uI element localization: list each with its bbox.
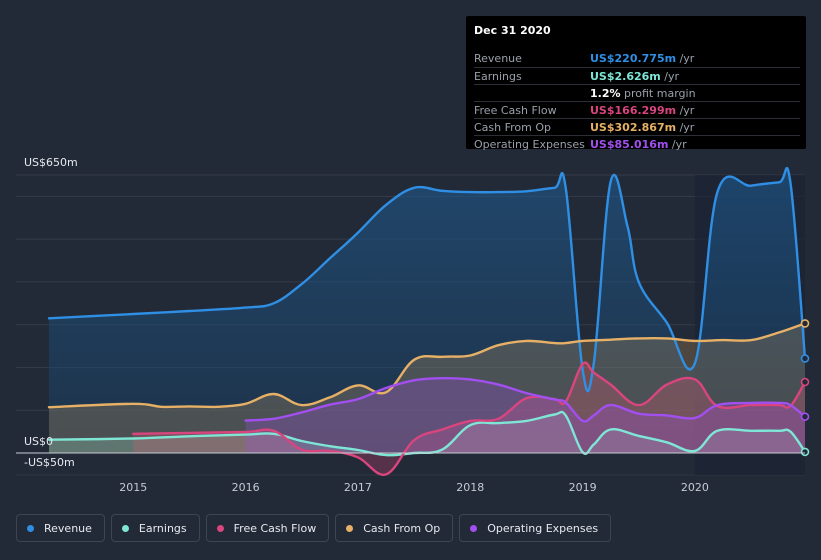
tooltip-date: Dec 31 2020 [474, 24, 551, 37]
endpoint-operating-expenses [800, 412, 810, 421]
tooltip-row-value: US$166.299m /yr [590, 104, 695, 117]
x-tick-label: 2019 [569, 481, 597, 494]
series-areas [49, 168, 806, 475]
series-endpoints [800, 319, 810, 457]
tooltip-row-value: US$302.867m /yr [590, 121, 695, 134]
x-tick-label: 2017 [344, 481, 372, 494]
legend-dot-icon [216, 524, 224, 532]
tooltip-row-value: US$220.775m /yr [590, 52, 695, 65]
chart-legend: Revenue Earnings Free Cash Flow Cash From O… [16, 514, 612, 542]
legend-dot-icon [121, 524, 129, 532]
legend-label: Operating Expenses [487, 521, 599, 535]
legend-label: Cash From Op [363, 521, 441, 535]
legend-label: Revenue [44, 521, 92, 535]
legend-dot-icon [346, 524, 354, 532]
legend-dot-icon [27, 524, 34, 532]
tooltip-row-name: Operating Expenses [474, 138, 585, 151]
y-axis-zero-label: US$0 [24, 435, 53, 448]
legend-item-cash-from-op[interactable]: Cash From Op [335, 514, 454, 542]
legend-dot-icon [470, 524, 478, 532]
line-operating-expenses[interactable] [244, 376, 807, 423]
x-axis-ticks: 2015 2016 2017 2018 2019 2020 [119, 481, 709, 494]
legend-item-free-cash-flow[interactable]: Free Cash Flow [205, 514, 330, 542]
line-earnings[interactable] [47, 410, 807, 457]
data-tooltip: Dec 31 2020 Revenue US$220.775m /yr Earnin… [466, 16, 806, 151]
tooltip-row-name: Revenue [474, 52, 522, 65]
x-tick-label: 2015 [119, 481, 147, 494]
endpoint-earnings [800, 447, 810, 457]
area-revenue [49, 168, 805, 453]
legend-label: Free Cash Flow [233, 521, 317, 535]
series-lines [47, 166, 807, 476]
x-tick-label: 2018 [456, 481, 484, 494]
tooltip-row-value: US$2.626m /yr [590, 70, 680, 83]
area-cash-from-op [49, 323, 805, 453]
y-axis-top-label: US$650m [24, 156, 78, 169]
tooltip-row-name: Free Cash Flow [474, 104, 557, 117]
legend-item-operating-expenses[interactable]: Operating Expenses [459, 514, 612, 542]
area-free-cash-flow [133, 362, 805, 475]
tooltip-row-value: US$85.016m /yr [590, 138, 687, 151]
legend-item-revenue[interactable]: Revenue [16, 514, 105, 542]
x-tick-label: 2020 [681, 481, 709, 494]
area-earnings [49, 411, 805, 456]
area-operating-expenses [245, 378, 806, 453]
tooltip-row-name: Cash From Op [474, 121, 552, 134]
endpoint-revenue [800, 354, 810, 363]
tooltip-row: Free Cash Flow US$166.299m /yr [474, 101, 800, 119]
tooltip-row: 1.2% profit margin [474, 84, 800, 102]
tooltip-row: Revenue US$220.775m /yr [474, 50, 800, 67]
endpoint-cash-from-op [800, 319, 810, 328]
tooltip-row-value: 1.2% profit margin [590, 87, 696, 100]
x-tick-label: 2016 [232, 481, 260, 494]
tooltip-row: Operating Expenses US$85.016m /yr [474, 135, 800, 153]
legend-item-earnings[interactable]: Earnings [110, 514, 200, 542]
y-axis-bottom-label: -US$50m [24, 456, 75, 469]
line-cash-from-op[interactable] [47, 322, 807, 409]
endpoint-free-cash-flow [800, 377, 810, 387]
line-revenue[interactable] [47, 166, 807, 393]
tooltip-row: Cash From Op US$302.867m /yr [474, 118, 800, 136]
tooltip-row-name: Earnings [474, 70, 522, 83]
tooltip-row: Earnings US$2.626m /yr [474, 67, 800, 85]
legend-label: Earnings [138, 521, 187, 535]
